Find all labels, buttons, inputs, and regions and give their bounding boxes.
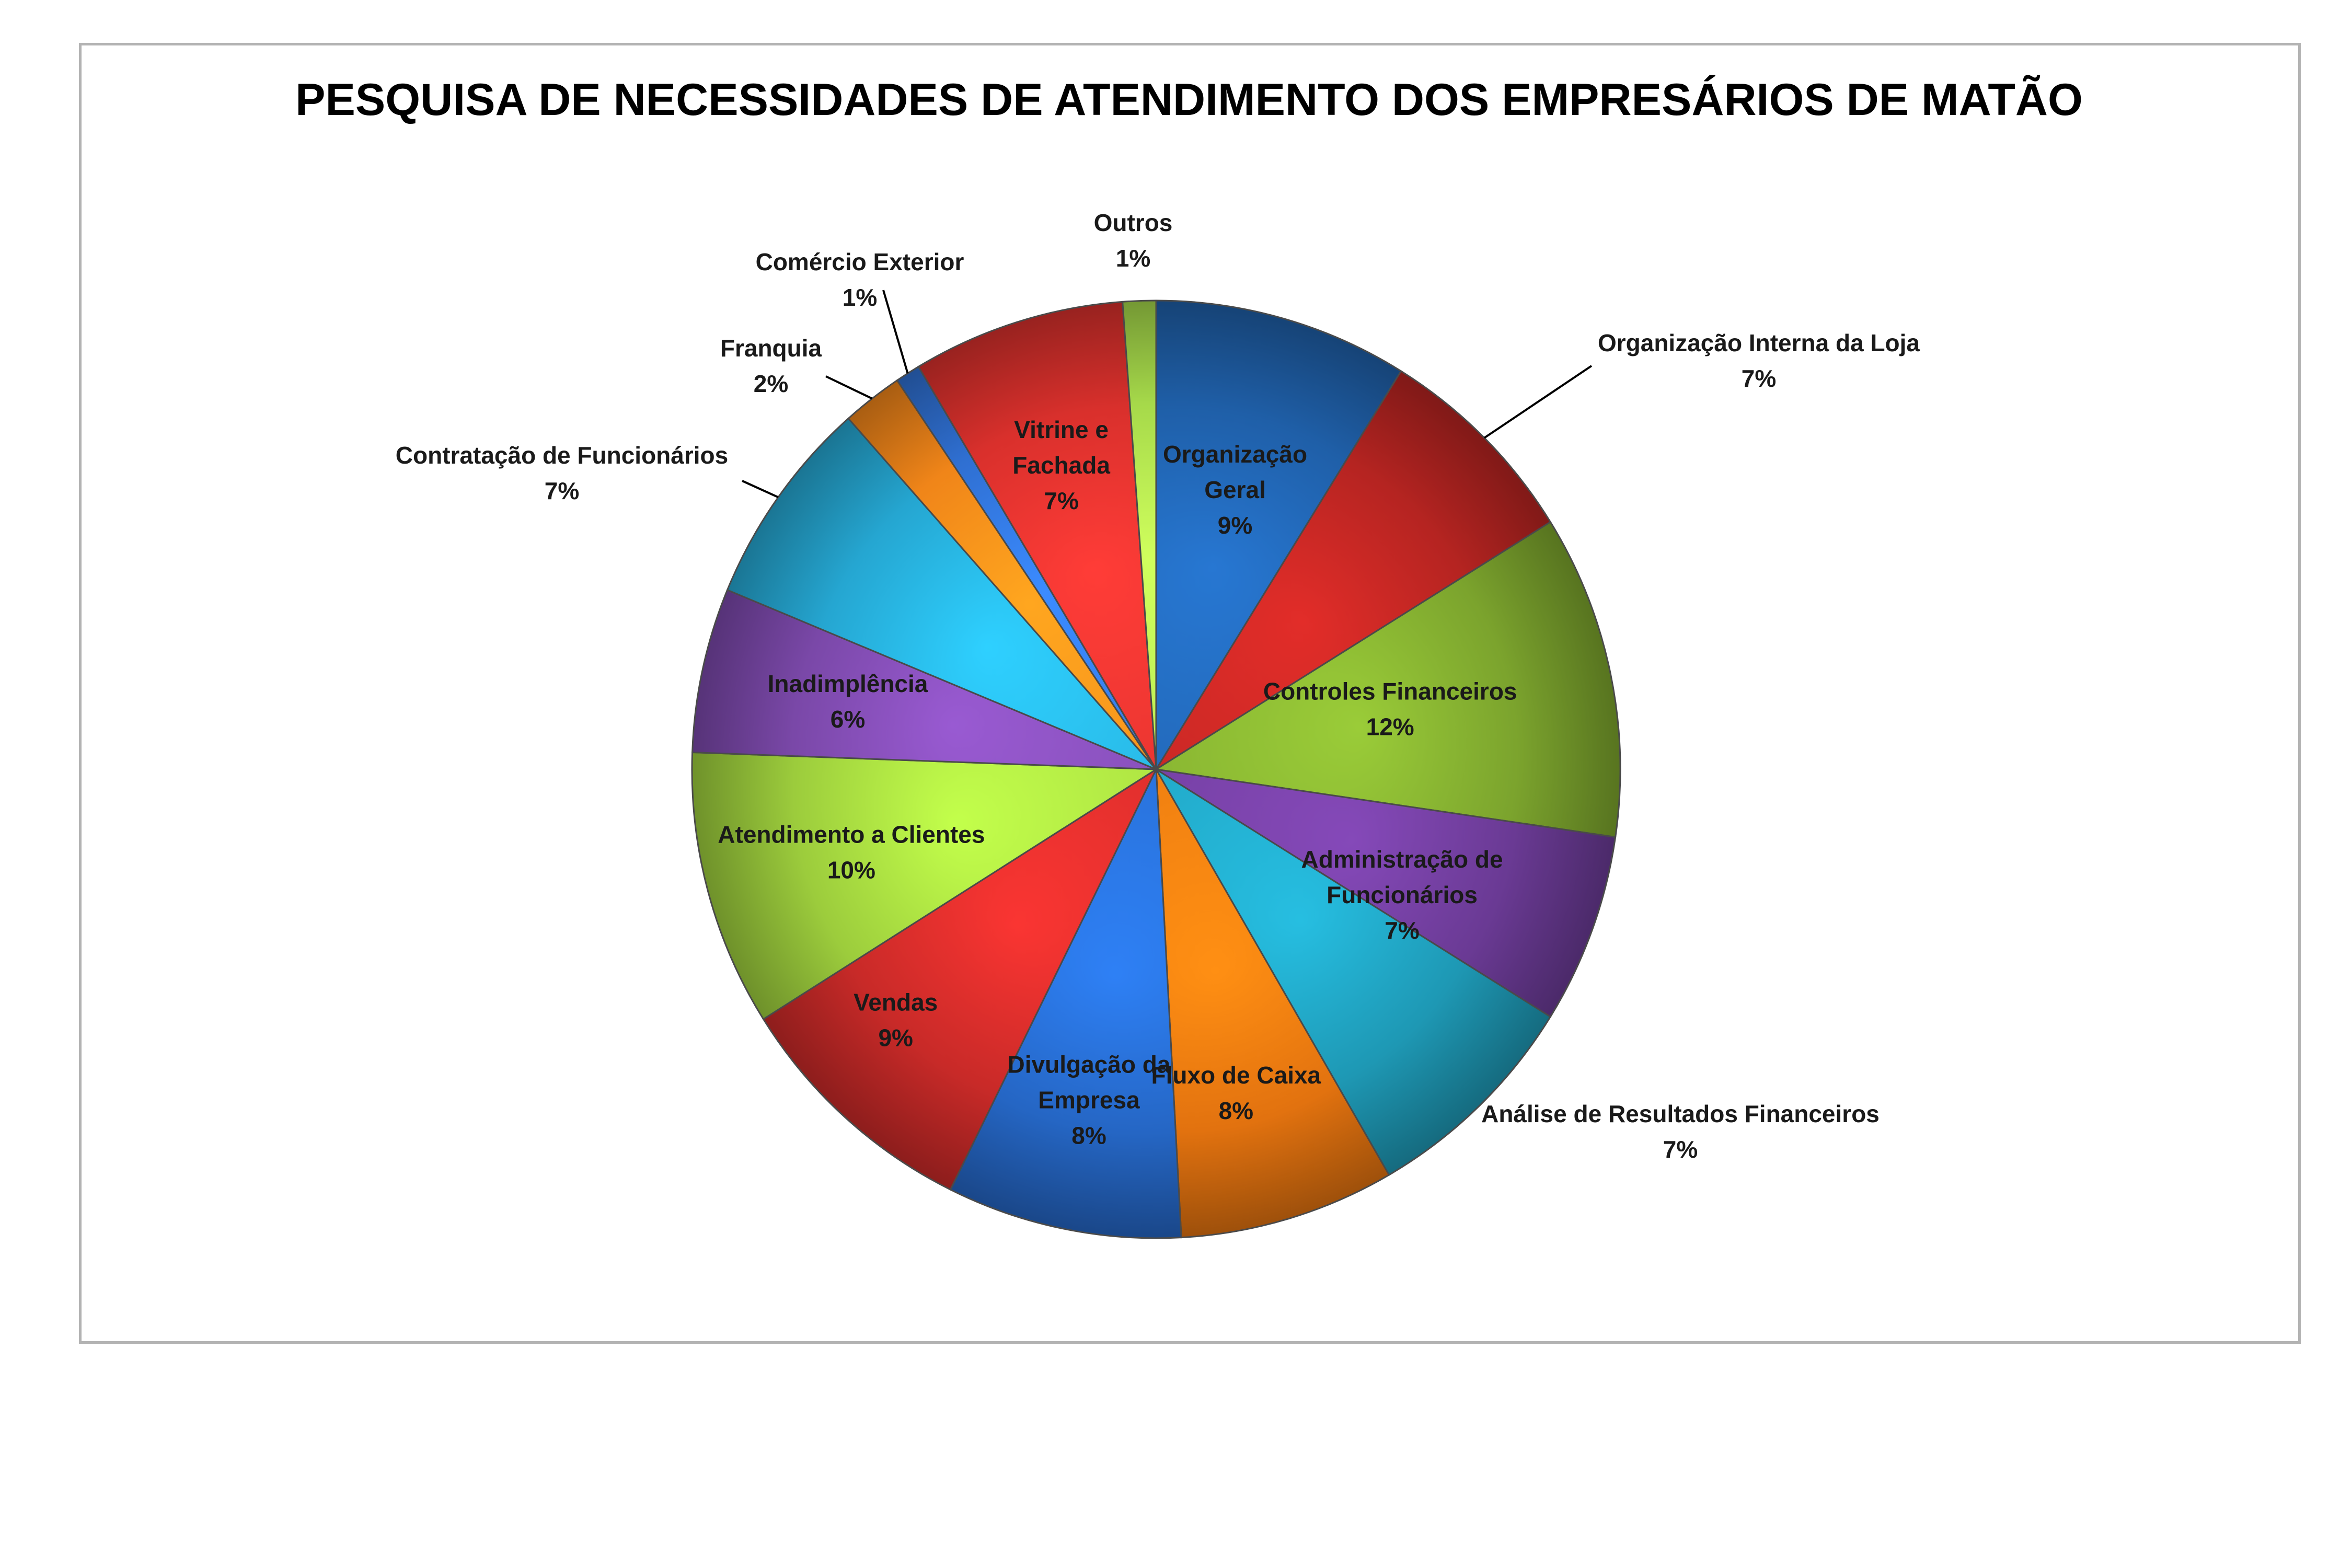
slices-layer <box>691 299 1621 1239</box>
leader-line <box>742 480 779 499</box>
slice-name-label: Empresa <box>1038 1087 1140 1114</box>
pie-slice-analise-de-resultados-financeiros <box>1155 768 1552 1176</box>
slice-name-label: Inadimplência <box>768 670 928 697</box>
slice-percent-label: 6% <box>831 706 865 733</box>
leader-line <box>882 290 909 374</box>
pie-slice-inadimplencia <box>691 589 1157 770</box>
leader-lines <box>742 290 1593 499</box>
slice-name-label: Atendimento a Clientes <box>718 821 985 848</box>
pie-slice-administracao-de-funcionarios <box>1156 768 1617 1018</box>
pie-slice-organizacao-interna-da-loja <box>1155 370 1552 770</box>
slice-name-label: Franquia <box>720 335 822 362</box>
slice-name-label: Geral <box>1204 476 1266 503</box>
slice-percent-label: 9% <box>1218 512 1252 539</box>
slice-name-label: Fluxo de Caixa <box>1151 1062 1321 1089</box>
pie-slice-atendimento-a-clientes <box>691 751 1159 1020</box>
chart-title: PESQUISA DE NECESSIDADES DE ATENDIMENTO … <box>295 75 2083 125</box>
slice-name-label: Administração de <box>1301 846 1503 873</box>
pie-slice-vitrine-e-fachada <box>917 301 1157 770</box>
slice-name-label: Divulgação da <box>1008 1051 1171 1078</box>
slice-percent-label: 7% <box>545 477 579 504</box>
slice-percent-label: 8% <box>1071 1122 1106 1149</box>
slice-name-label: Controles Financeiros <box>1263 678 1517 705</box>
slice-name-label: Vendas <box>854 989 938 1016</box>
slice-percent-label: 7% <box>1742 365 1776 392</box>
slice-percent-label: 10% <box>827 856 875 883</box>
slice-name-label: Análise de Resultados Financeiros <box>1481 1100 1880 1127</box>
slice-percent-label: 9% <box>878 1024 913 1052</box>
slice-percent-label: 2% <box>754 370 788 397</box>
labels-layer: Organização Geral 9% Organização Interna da… <box>396 209 1920 1163</box>
slice-name-label: Funcionários <box>1327 881 1478 908</box>
pie-slice-fluxo-de-caixa <box>1155 769 1390 1239</box>
pie-slice-organizacao-geral <box>1155 299 1402 773</box>
slice-name-label: Vitrine e <box>1014 416 1109 443</box>
slice-name-label: Fachada <box>1012 452 1110 479</box>
pie-slice-controles-financeiros <box>1154 521 1621 838</box>
pie-slice-vendas <box>762 767 1158 1191</box>
pie-slice-contratacao-de-funcionarios <box>726 417 1157 770</box>
slice-name-label: Outros <box>1094 209 1173 236</box>
slice-name-label: Organização Interna da Loja <box>1598 329 1920 356</box>
slice-percent-label: 8% <box>1219 1097 1253 1124</box>
slice-name-label: Comércio Exterior <box>756 248 964 275</box>
slice-percent-label: 1% <box>1116 245 1150 272</box>
leader-line <box>825 375 873 400</box>
slice-percent-label: 7% <box>1385 917 1419 944</box>
slice-name-label: Organização <box>1163 441 1307 468</box>
pie-slice-divulgacao-da-empresa <box>949 766 1182 1239</box>
leader-line <box>1483 365 1593 439</box>
slice-name-label: Contratação de Funcionários <box>396 442 728 469</box>
slice-percent-label: 12% <box>1366 713 1414 741</box>
slice-percent-label: 7% <box>1044 487 1078 514</box>
slice-percent-label: 1% <box>843 284 877 311</box>
slice-percent-label: 7% <box>1663 1136 1698 1163</box>
pie-slice-outros <box>1122 299 1157 770</box>
